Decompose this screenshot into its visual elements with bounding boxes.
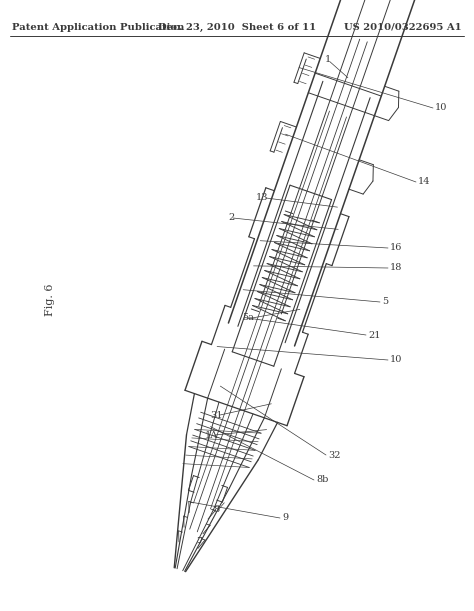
Text: 10: 10 [390,356,402,365]
Text: 5: 5 [382,298,388,307]
Text: Fig. 6: Fig. 6 [45,284,55,316]
Text: 10: 10 [435,103,447,112]
Text: 1A: 1A [205,431,218,439]
Text: 21: 21 [368,331,381,340]
Text: 8b: 8b [316,475,328,485]
Text: Patent Application Publication: Patent Application Publication [12,23,184,32]
Text: 8: 8 [213,505,219,514]
Text: 32: 32 [328,450,340,459]
Text: 9: 9 [282,513,288,522]
Text: 13: 13 [256,194,268,202]
Text: Dec. 23, 2010  Sheet 6 of 11: Dec. 23, 2010 Sheet 6 of 11 [158,23,316,32]
Text: 7: 7 [196,538,202,546]
Text: 2: 2 [228,213,234,222]
Text: 14: 14 [418,178,430,186]
Text: US 2010/0322695 A1: US 2010/0322695 A1 [345,23,462,32]
Text: 31: 31 [210,411,222,420]
Text: 5a: 5a [242,313,254,323]
Text: 18: 18 [390,263,402,273]
Text: 16: 16 [390,244,402,252]
Text: 1: 1 [325,55,331,64]
